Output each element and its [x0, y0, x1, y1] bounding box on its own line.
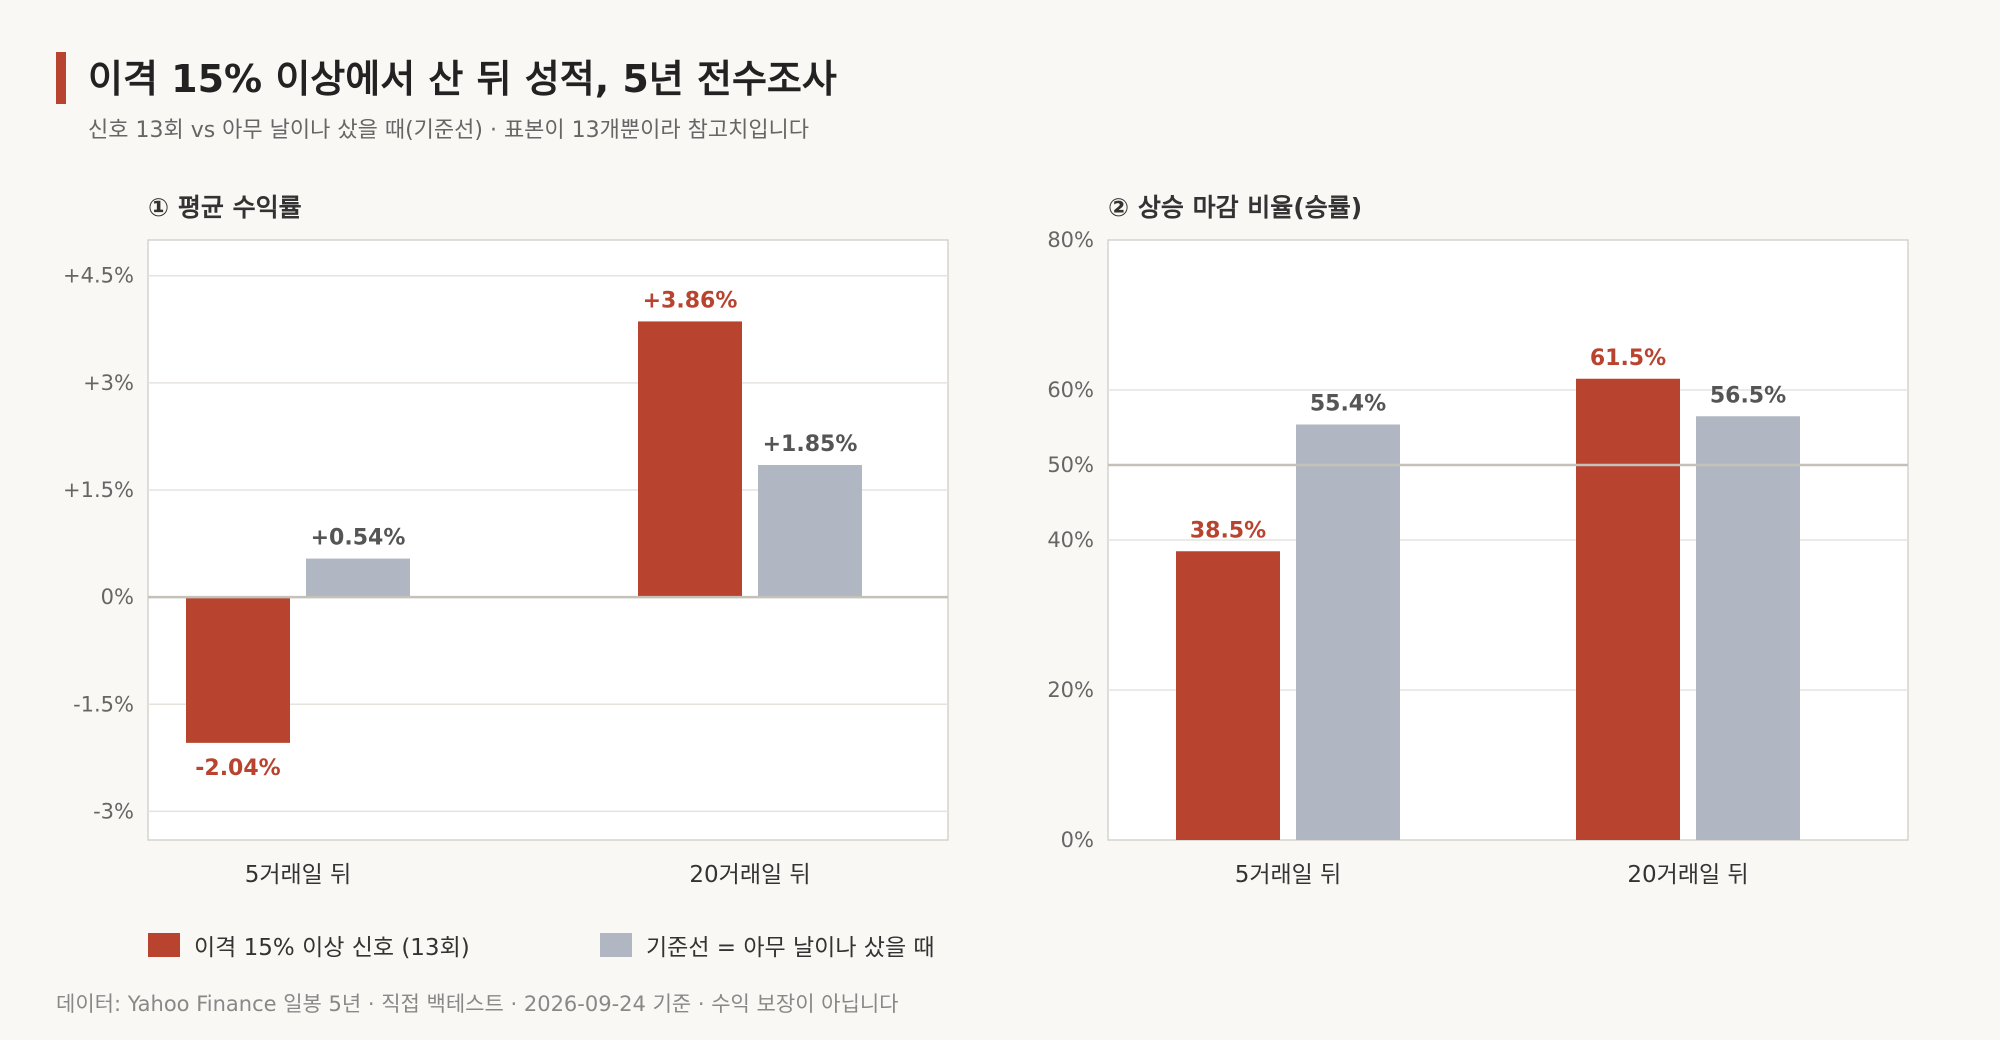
value-label-baseline: 56.5%: [1710, 383, 1786, 408]
chart-2-title: ② 상승 마감 비율(승률): [1108, 193, 1363, 222]
y-tick-label: 60%: [1047, 378, 1094, 402]
bar-signal: [638, 321, 742, 598]
bar-baseline: [306, 558, 410, 598]
legend-label-signal: 이격 15% 이상 신호 (13회): [194, 935, 470, 961]
value-label-signal: +3.86%: [643, 288, 738, 313]
y-tick-label: -3%: [93, 799, 134, 823]
page-title: 이격 15% 이상에서 산 뒤 성적, 5년 전수조사: [88, 57, 837, 101]
value-label-signal: 38.5%: [1190, 518, 1266, 543]
x-category-label: 20거래일 뒤: [689, 862, 810, 888]
x-category-label: 20거래일 뒤: [1627, 862, 1748, 888]
bar-baseline: [1296, 424, 1400, 840]
value-label-signal: 61.5%: [1590, 346, 1666, 371]
y-tick-label: 50%: [1047, 453, 1094, 477]
title-accent-bar: [56, 52, 66, 104]
y-tick-label: 40%: [1047, 528, 1094, 552]
bar-signal: [1176, 551, 1280, 840]
bar-baseline: [1696, 416, 1800, 840]
value-label-signal: -2.04%: [195, 756, 280, 781]
legend-item-baseline: 기준선 = 아무 날이나 샀을 때: [600, 928, 935, 962]
x-category-label: 5거래일 뒤: [1235, 862, 1342, 888]
legend-swatch-baseline: [600, 933, 632, 957]
y-tick-label: +4.5%: [63, 264, 134, 288]
y-tick-label: 80%: [1047, 228, 1094, 252]
legend-label-baseline: 기준선 = 아무 날이나 샀을 때: [646, 935, 935, 961]
value-label-baseline: 55.4%: [1310, 392, 1386, 417]
x-category-label: 5거래일 뒤: [245, 862, 352, 888]
legend-item-signal: 이격 15% 이상 신호 (13회): [148, 928, 470, 962]
value-label-baseline: +0.54%: [311, 526, 406, 551]
y-tick-label: +3%: [83, 371, 134, 395]
bar-signal: [1576, 378, 1680, 840]
y-tick-label: -1.5%: [73, 692, 134, 716]
y-tick-label: +1.5%: [63, 478, 134, 502]
y-tick-label: 20%: [1047, 678, 1094, 702]
bar-baseline: [758, 465, 862, 598]
footer-note: 데이터: Yahoo Finance 일봉 5년 · 직접 백테스트 · 202…: [56, 992, 899, 1016]
y-tick-label: 0%: [101, 585, 134, 609]
legend-swatch-signal: [148, 933, 180, 957]
y-tick-label: 0%: [1061, 828, 1094, 852]
chart-1-title: ① 평균 수익률: [148, 193, 302, 222]
value-label-baseline: +1.85%: [763, 432, 858, 457]
page-subtitle: 신호 13회 vs 아무 날이나 샀을 때(기준선) · 표본이 13개뿐이라 …: [88, 118, 810, 143]
bar-signal: [186, 597, 290, 743]
